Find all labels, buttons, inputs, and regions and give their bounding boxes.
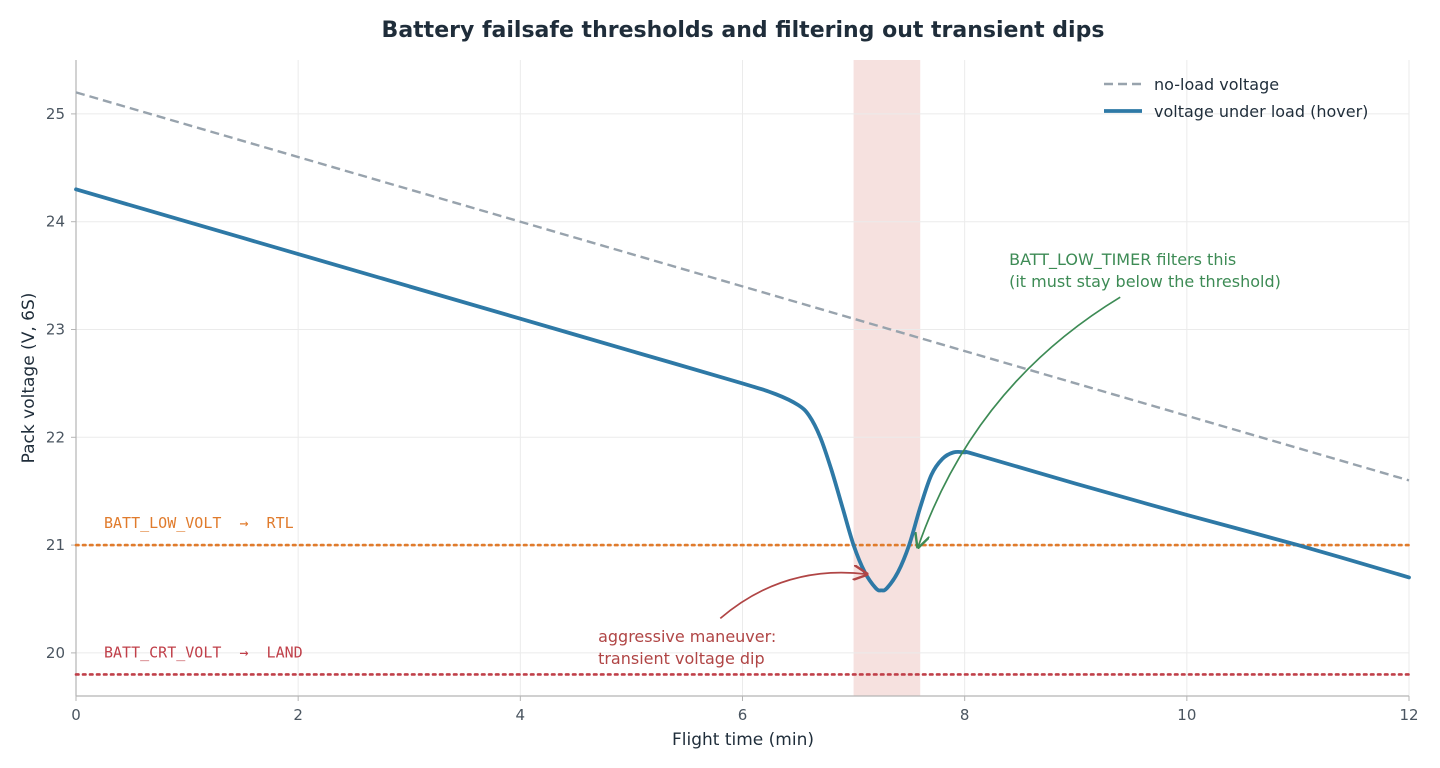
x-tick-label-5: 10 bbox=[1177, 706, 1196, 724]
series-line-0 bbox=[75, 91, 1410, 482]
annotation-arrow-1 bbox=[918, 296, 1121, 547]
x-tick-label-2: 4 bbox=[516, 706, 526, 724]
y-tick-label-2: 22 bbox=[46, 428, 65, 446]
annotation-text-1-1: (it must stay below the threshold) bbox=[1009, 272, 1281, 291]
y-axis-label: Pack voltage (V, 6S) bbox=[19, 293, 39, 464]
annotation-arrow-0 bbox=[719, 573, 867, 620]
x-axis-label: Flight time (min) bbox=[672, 730, 814, 750]
x-tick-label-3: 6 bbox=[738, 706, 748, 724]
y-tick-label-0: 20 bbox=[46, 644, 65, 662]
threshold-label-1: BATT_CRT_VOLT → LAND bbox=[104, 643, 303, 661]
y-tick-label-4: 24 bbox=[46, 213, 65, 231]
annotation-text-0-0: aggressive maneuver: bbox=[598, 627, 776, 646]
annotation-text-1-0: BATT_LOW_TIMER filters this bbox=[1009, 250, 1236, 270]
x-tick-label-6: 12 bbox=[1399, 706, 1418, 724]
x-tick-label-0: 0 bbox=[71, 706, 81, 724]
legend-label-1: voltage under load (hover) bbox=[1154, 102, 1368, 121]
legend-label-0: no-load voltage bbox=[1154, 75, 1279, 94]
y-tick-label-5: 25 bbox=[46, 105, 65, 123]
y-tick-label-3: 23 bbox=[46, 320, 65, 338]
y-tick-label-1: 21 bbox=[46, 536, 65, 554]
x-tick-label-1: 2 bbox=[293, 706, 303, 724]
threshold-label-0: BATT_LOW_VOLT → RTL bbox=[104, 514, 294, 532]
highlight-band bbox=[853, 60, 921, 696]
chart-title: Battery failsafe thresholds and filterin… bbox=[382, 18, 1105, 43]
x-tick-label-4: 8 bbox=[960, 706, 970, 724]
annotation-text-0-1: transient voltage dip bbox=[598, 649, 765, 668]
